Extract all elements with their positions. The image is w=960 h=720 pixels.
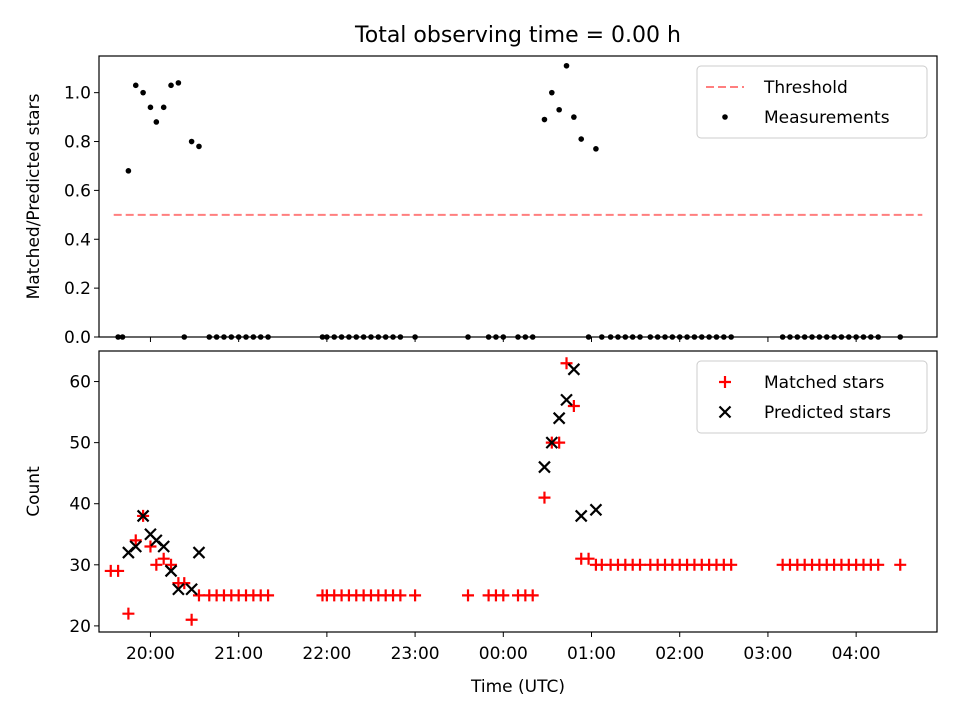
y-tick-label: 0.6 <box>64 181 91 201</box>
matched-star-marker <box>112 564 125 577</box>
y-tick-label: 0.2 <box>64 279 91 299</box>
measurement-point <box>593 146 599 152</box>
matched-star-marker <box>872 558 885 571</box>
matched-star-marker <box>122 607 135 620</box>
measurement-point <box>556 106 562 113</box>
x-axis-label: Time (UTC) <box>470 677 565 697</box>
measurement-point <box>578 136 585 142</box>
predicted-star-marker <box>545 436 559 449</box>
x-tick-label: 21:00 <box>214 644 263 664</box>
matched-star-marker <box>150 558 163 571</box>
y-tick-label: 0.8 <box>64 133 91 153</box>
measurement-point <box>132 82 139 89</box>
matched-star-marker <box>894 558 907 571</box>
y-axis-label: Matched/Predicted stars <box>24 93 44 299</box>
x-tick-label: 01:00 <box>567 644 616 664</box>
legend-label: Threshold <box>763 78 848 98</box>
y-axis-label: Count <box>24 466 44 517</box>
measurement-point <box>168 82 174 89</box>
matched-star-marker <box>165 558 178 571</box>
measurement-point <box>549 89 555 96</box>
y-tick-label: 1.0 <box>64 84 91 104</box>
axes-frame <box>98 55 938 338</box>
matched-star-marker <box>262 589 275 602</box>
predicted-star-marker <box>574 509 588 523</box>
predicted-star-marker <box>185 582 198 596</box>
matched-star-marker <box>560 357 573 370</box>
predicted-star-marker <box>567 363 581 376</box>
matched-star-marker <box>462 589 475 602</box>
matched-star-marker <box>526 589 539 602</box>
y-tick-label: 40 <box>69 495 91 515</box>
matched-star-marker <box>409 589 422 602</box>
x-tick-label: 23:00 <box>391 644 440 664</box>
predicted-star-marker <box>552 411 566 425</box>
matched-star-marker <box>538 491 551 504</box>
legend-matched-swatch <box>719 376 731 388</box>
predicted-star-marker <box>172 582 185 596</box>
predicted-star-marker <box>589 503 603 517</box>
predicted-star-marker <box>164 564 178 578</box>
legend-label: Matched stars <box>764 373 884 393</box>
y-tick-label: 60 <box>69 373 91 393</box>
matched-star-marker <box>497 589 510 602</box>
matched-star-marker <box>157 552 170 565</box>
legend-label: Measurements <box>764 108 890 128</box>
matched-star-marker <box>567 399 580 412</box>
axes-frame <box>98 350 938 633</box>
x-tick-label: 04:00 <box>832 644 881 664</box>
measurement-point <box>140 89 146 96</box>
top-plot: 0.0 0.2 0.4 0.6 0.8 1.0 Matched/Predicted star… <box>24 55 938 348</box>
measurement-point <box>541 116 548 123</box>
x-tick-label: 20:00 <box>126 644 175 664</box>
predicted-star-marker <box>129 540 143 553</box>
x-tick-label: 22:00 <box>302 644 351 664</box>
matched-star-marker <box>192 589 205 602</box>
matched-star-marker <box>185 613 198 626</box>
matched-star-marker <box>582 552 595 565</box>
matched-star-marker <box>144 540 157 553</box>
figure-title: Total observing time = 0.00 h <box>354 23 681 48</box>
matched-star-marker <box>394 589 407 602</box>
measurement-point <box>563 62 570 69</box>
predicted-star-marker <box>560 393 573 407</box>
legend-box <box>696 360 928 434</box>
matched-star-marker <box>725 558 738 571</box>
predicted-star-marker <box>192 546 206 559</box>
bottom-plot: 20 30 40 50 60 20:00 21:00 22:00 23:00 00:00 01:00… <box>24 350 938 697</box>
measurement-point <box>188 138 195 145</box>
y-tick-label: 20 <box>69 617 91 637</box>
matched-star-marker <box>634 558 647 571</box>
y-tick-label: 0.4 <box>64 230 91 250</box>
predicted-star-marker <box>157 540 170 553</box>
y-tick-label: 0.0 <box>64 328 91 348</box>
legend-predicted-swatch <box>718 405 732 419</box>
measurement-point <box>153 119 160 125</box>
y-tick-label: 50 <box>69 434 91 454</box>
legend-box <box>696 65 928 139</box>
y-tick-label: 30 <box>69 556 91 576</box>
x-tick-label: 00:00 <box>479 644 528 664</box>
matched-star-marker <box>129 534 142 547</box>
x-tick-label: 02:00 <box>655 644 704 664</box>
measurement-point <box>125 168 132 174</box>
measurement-point <box>160 104 167 111</box>
matched-star-marker <box>178 577 191 590</box>
x-tick-label: 03:00 <box>743 644 792 664</box>
predicted-star-marker <box>538 460 551 474</box>
legend-label: Predicted stars <box>764 403 891 423</box>
measurement-point <box>571 114 577 120</box>
measurement-point <box>175 80 182 86</box>
legend-measurement-swatch <box>722 114 728 120</box>
predicted-star-marker <box>136 509 150 523</box>
measurement-point <box>147 104 154 111</box>
matched-star-marker <box>553 436 566 449</box>
measurement-point <box>196 143 202 150</box>
